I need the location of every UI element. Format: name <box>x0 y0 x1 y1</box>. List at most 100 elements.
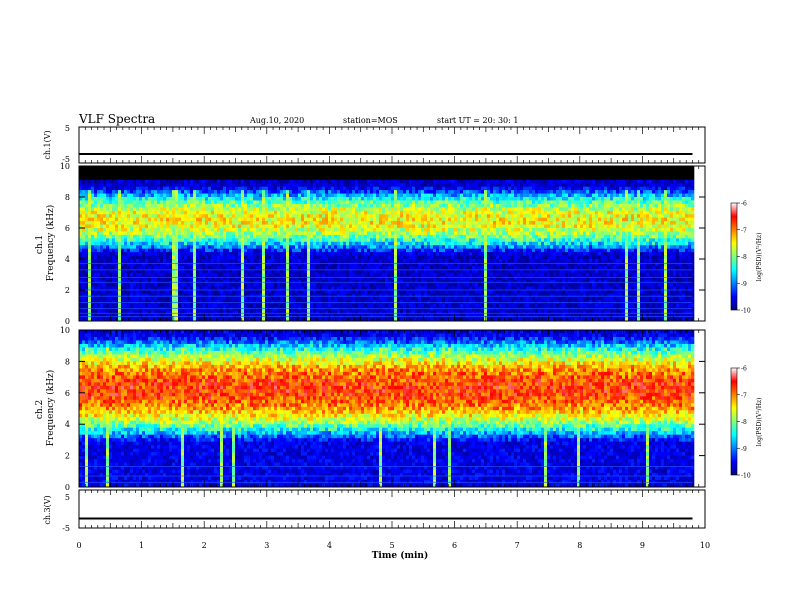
spectrogram-cell <box>412 186 416 191</box>
spectrogram-cell <box>418 224 422 229</box>
spectrogram-cell <box>379 228 383 232</box>
spectrogram-cell <box>289 241 293 246</box>
spectrogram-cell <box>220 296 224 301</box>
spectrogram-cell <box>358 269 362 274</box>
spectrogram-cell <box>166 193 170 198</box>
spectrogram-cell <box>202 190 206 194</box>
spectrogram-cell <box>259 252 263 256</box>
spectrogram-cell <box>127 255 131 260</box>
spectrogram-cell <box>97 310 101 315</box>
spectrogram-cell <box>160 203 164 208</box>
spectrogram-cell <box>88 197 92 201</box>
spectrogram-cell <box>112 214 116 218</box>
spectrogram-cell <box>121 265 125 270</box>
spectrogram-cell <box>94 276 98 284</box>
spectrogram-cell <box>118 234 122 239</box>
spectrogram-cell <box>304 303 308 308</box>
spectrogram-cell <box>286 276 290 280</box>
spectrogram-cell <box>325 269 329 274</box>
spectrogram-cell <box>286 221 290 225</box>
spectrogram-cell <box>406 224 410 229</box>
spectrogram-cell <box>145 307 149 311</box>
spectrogram-cell <box>301 193 305 198</box>
spectrogram-cell <box>364 303 368 308</box>
spectrogram-cell <box>391 303 395 308</box>
spectrogram-cell <box>418 296 422 301</box>
spectrogram-cell <box>367 286 371 291</box>
spectrogram-cell <box>271 293 275 298</box>
spectrogram-cell <box>217 238 221 243</box>
spectrogram-cell <box>415 221 419 225</box>
spectrogram-cell <box>301 293 305 298</box>
spectrogram-cell <box>289 193 293 198</box>
spectrogram-cell <box>367 241 371 246</box>
spectrogram-cell <box>178 269 182 274</box>
spectrogram-cell <box>262 265 266 270</box>
spectrogram-cell <box>277 210 281 215</box>
spectrogram-cell <box>229 317 233 322</box>
spectrogram-cell <box>181 221 185 225</box>
spectrogram-cell <box>211 248 215 253</box>
spectrogram-cell <box>337 276 341 280</box>
spectrogram-cell <box>154 221 158 225</box>
spectrogram-cell <box>136 310 140 315</box>
spectrogram-cell <box>349 317 353 322</box>
spectrogram-cell <box>403 265 407 270</box>
spectrogram-cell <box>286 286 290 291</box>
spectrogram-cell <box>313 200 317 205</box>
spectrogram-cell <box>214 221 218 225</box>
spectrogram-cell <box>136 217 140 222</box>
spectrogram-cell <box>403 252 407 256</box>
spectrogram-cell <box>100 231 104 236</box>
spectrogram-cell <box>85 193 89 198</box>
spectrogram-cell <box>118 310 122 315</box>
spectrogram-cell <box>352 231 356 236</box>
spectrogram-cell <box>109 293 113 298</box>
spectrogram-cell <box>154 290 158 294</box>
spectrogram-cell <box>238 272 242 277</box>
spectrogram-cell <box>319 307 323 311</box>
spectrogram-cell <box>373 248 377 253</box>
spectrogram-cell <box>412 286 416 291</box>
spectrogram-cell <box>310 252 314 256</box>
spectrogram-cell <box>112 296 116 301</box>
spectrogram-cell <box>304 252 308 256</box>
spectrogram-cell <box>253 197 257 201</box>
spectrogram-cell <box>199 272 203 277</box>
spectrogram-cell <box>94 248 98 253</box>
spectrogram-cell <box>238 279 242 284</box>
spectrogram-cell <box>220 190 224 194</box>
spectrogram-cell <box>184 234 188 239</box>
spectrogram-cell <box>202 303 206 308</box>
spectrogram-cell <box>196 186 200 191</box>
spectrogram-cell <box>148 190 152 194</box>
spectrogram-cell <box>313 179 317 184</box>
spectrogram-cell <box>160 217 164 222</box>
spectrogram-cell <box>367 179 371 184</box>
spectrogram-cell <box>259 197 263 201</box>
spectrogram-cell <box>304 186 308 191</box>
spectrogram-cell <box>121 252 125 256</box>
spectrogram-cell <box>199 228 203 232</box>
spectrogram-cell <box>250 245 254 249</box>
spectrogram-cell <box>262 296 266 301</box>
spectrogram-cell <box>259 310 263 315</box>
spectrogram-cell <box>349 238 353 243</box>
spectrogram-cell <box>145 217 149 222</box>
spectrogram-cell <box>220 290 224 294</box>
spectrogram-cell <box>298 190 302 194</box>
spectrogram-cell <box>259 221 263 225</box>
spectrogram-cell <box>421 183 425 187</box>
spectrogram-cell <box>316 241 320 246</box>
spectrogram-cell <box>358 214 362 218</box>
spectrogram-cell <box>277 290 281 294</box>
spectrogram-cell <box>412 231 416 236</box>
spectrogram-cell <box>334 238 338 243</box>
spectrogram-cell <box>382 241 386 246</box>
spectrogram-cell <box>385 186 389 191</box>
spectrogram-cell <box>328 286 332 291</box>
spectrogram-cell <box>298 245 302 249</box>
spectrogram-cell <box>385 265 389 270</box>
spectrogram-cell <box>286 241 290 246</box>
spectrogram-cell <box>142 238 146 243</box>
